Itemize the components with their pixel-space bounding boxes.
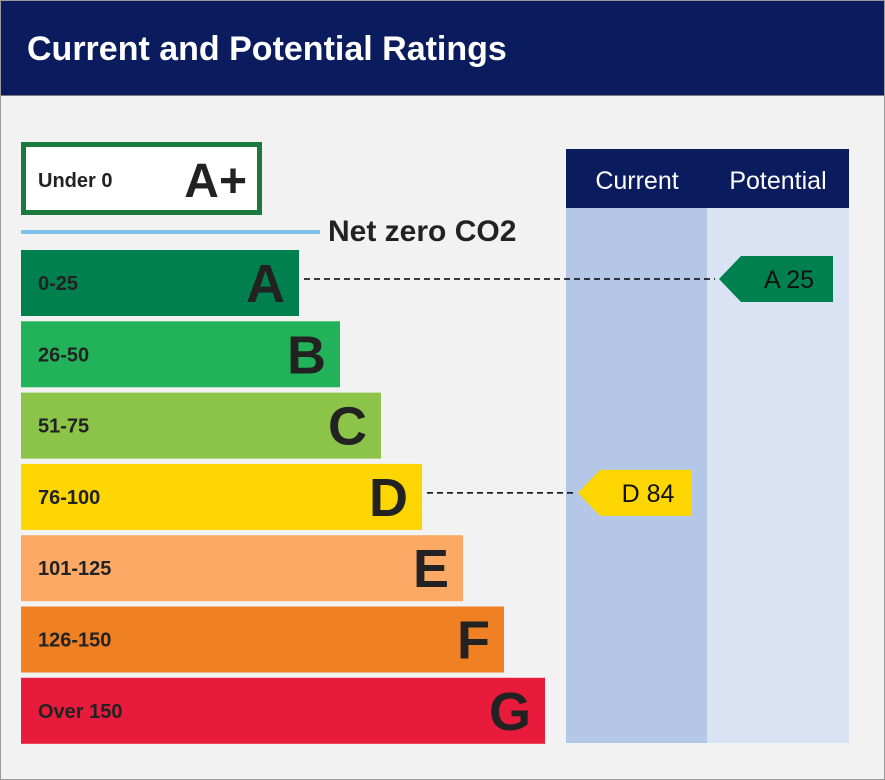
net-zero-label: Net zero CO2 [328,215,516,248]
band-f-letter: F [457,611,490,671]
top-band-letter: A+ [184,155,247,208]
band-c-bar [21,392,381,459]
potential-rating-label: A 25 [764,266,814,294]
band-c-range: 51-75 [38,416,89,438]
band-g-letter: G [489,682,531,742]
band-e-range: 101-125 [38,558,111,580]
current-column-label: Current [595,167,678,195]
band-d-range: 76-100 [38,487,100,509]
current-rating-label: D 84 [622,480,675,508]
band-e-letter: E [413,539,449,599]
band-g-bar [21,677,545,744]
band-b-range: 26-50 [38,344,89,366]
band-a-range: 0-25 [38,273,78,295]
column-header [566,149,849,208]
band-b-bar [21,321,340,388]
current-rating-arrow [578,469,692,516]
band-b-letter: B [287,325,326,385]
potential-rating-arrow [719,256,833,302]
top-band-box [21,142,262,215]
band-d-bar [21,463,422,530]
band-e-bar [21,535,463,602]
band-g-range: Over 150 [38,701,123,723]
page-title: Current and Potential Ratings [27,30,507,68]
header-bar: Current and Potential Ratings [1,1,884,96]
top-band-range: Under 0 [38,170,112,192]
band-a-letter: A [246,254,285,314]
potential-column-label: Potential [729,167,826,195]
band-d-letter: D [369,468,408,528]
band-f-range: 126-150 [38,630,111,652]
band-c-letter: C [328,397,367,457]
band-a-bar [21,250,299,316]
band-f-bar [21,606,504,673]
